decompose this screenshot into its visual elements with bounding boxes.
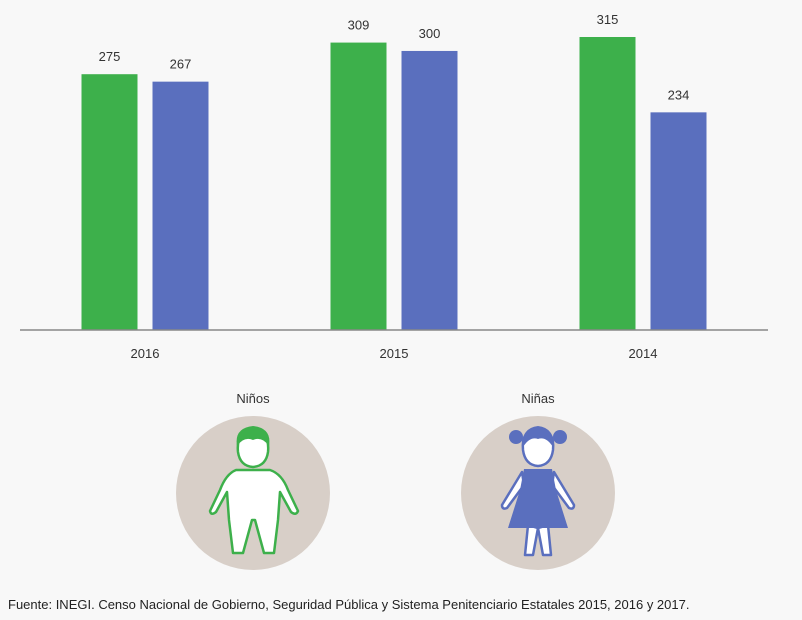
data-label: 234 [668, 87, 690, 102]
x-tick-label: 2014 [629, 346, 658, 361]
bar-ninos-2016 [81, 74, 138, 330]
data-label: 275 [99, 49, 121, 64]
x-tick-label: 2015 [380, 346, 409, 361]
bar-ninos-2015 [330, 42, 387, 330]
legend-label-boys: Niños [236, 391, 270, 406]
bar-ninas-2015 [401, 50, 458, 330]
girl-icon [461, 416, 615, 570]
data-label: 300 [419, 26, 441, 41]
data-label: 309 [348, 18, 370, 33]
data-label: 315 [597, 12, 619, 27]
source-footnote: Fuente: INEGI. Censo Nacional de Gobiern… [8, 597, 690, 612]
legend-label-girls: Niñas [521, 391, 555, 406]
bar-ninos-2014 [579, 37, 636, 330]
bar-ninas-2014 [650, 112, 707, 330]
data-label: 267 [170, 57, 192, 72]
x-tick-label: 2016 [131, 346, 160, 361]
bar-ninas-2016 [152, 81, 209, 331]
boy-icon [176, 416, 330, 570]
